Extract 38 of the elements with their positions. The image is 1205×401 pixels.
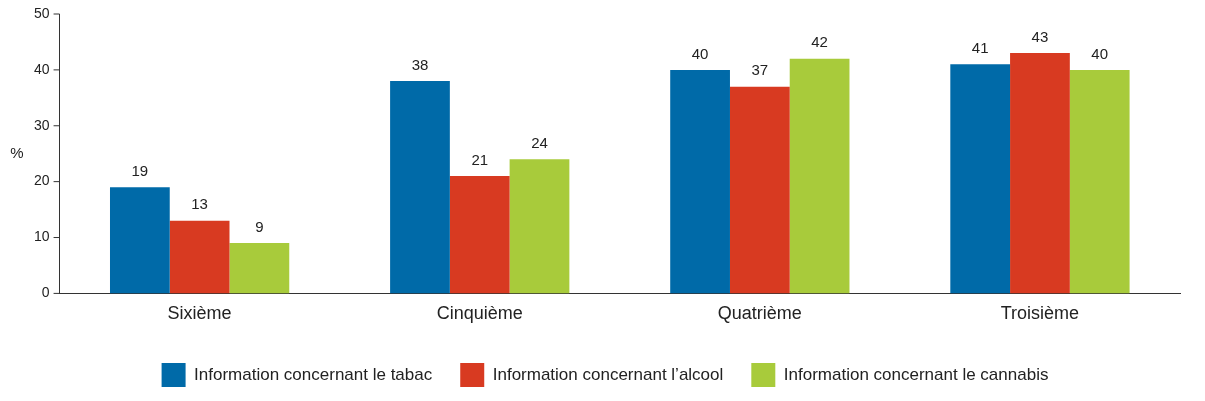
y-axis-title: % [10, 143, 24, 161]
y-tick-label: 10 [33, 228, 50, 245]
bar [169, 220, 230, 294]
data-label: 24 [531, 133, 548, 151]
data-label: 40 [691, 44, 709, 62]
data-label: 41 [971, 38, 989, 56]
bar [789, 58, 850, 294]
legend-label: Information concernant le tabac [194, 364, 433, 384]
legend-label: Information concernant le cannabis [783, 364, 1049, 384]
x-tick-label: Troisième [1000, 303, 1080, 324]
legend-label: Information concernant l’alcool [492, 364, 724, 384]
x-tick-label: Quatrième [717, 303, 802, 324]
data-label: 21 [471, 150, 489, 168]
bar [1010, 53, 1070, 294]
y-tick-label: 40 [33, 60, 50, 77]
data-label: 42 [811, 33, 828, 51]
y-tick-label: 20 [33, 172, 50, 189]
data-label: 19 [131, 161, 149, 179]
bar [390, 81, 450, 294]
data-label: 38 [411, 55, 429, 73]
bar [509, 159, 570, 294]
x-tick-label: Cinquième [436, 303, 523, 324]
data-label: 37 [751, 61, 769, 79]
y-tick-label: 0 [41, 284, 50, 301]
data-label: 13 [191, 195, 208, 213]
y-tick-label: 50 [33, 4, 50, 21]
data-label: 43 [1031, 27, 1049, 45]
bar [229, 243, 290, 294]
bar [1069, 69, 1130, 294]
data-label: 40 [1091, 44, 1109, 62]
bar [729, 86, 790, 294]
bar [109, 187, 170, 294]
data-label: 9 [255, 217, 264, 235]
y-tick-label: 30 [33, 116, 50, 133]
bar [670, 69, 730, 294]
bar [449, 176, 510, 294]
bar [950, 64, 1011, 294]
x-tick-label: Sixième [167, 303, 232, 324]
